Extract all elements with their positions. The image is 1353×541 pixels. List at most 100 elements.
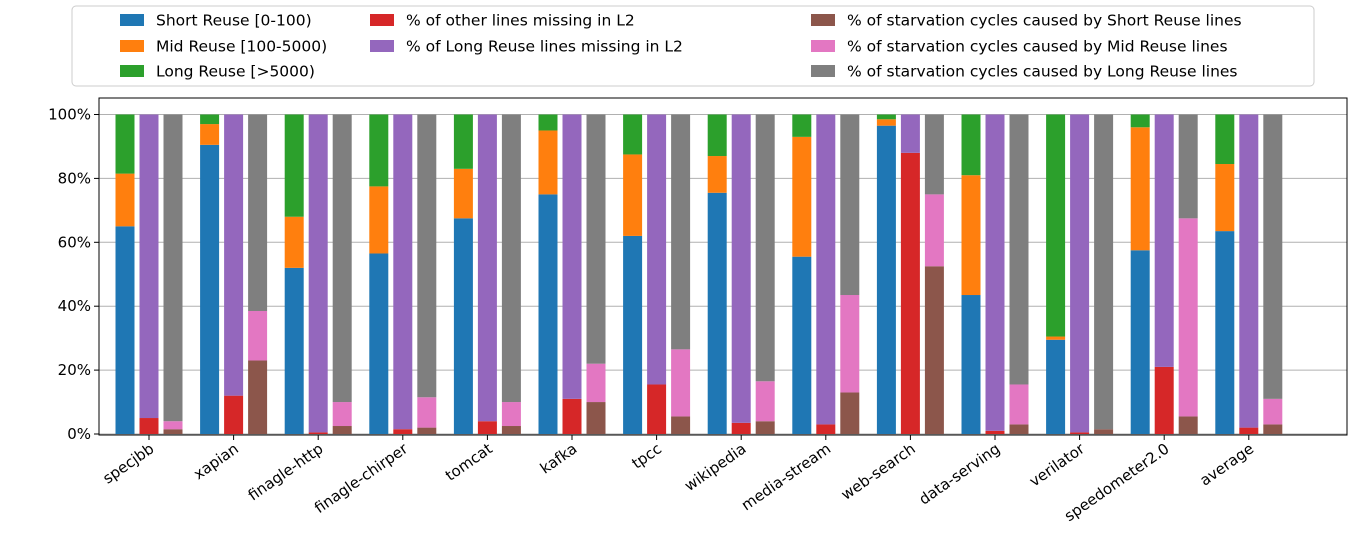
bar-xapian-of-starvation-cycles-caused-by-long-reuse-lines bbox=[248, 114, 268, 311]
legend-swatch-of-other-lines-missing-in-l2 bbox=[370, 14, 394, 26]
x-tick-label-xapian: xapian bbox=[190, 440, 242, 484]
bar-media-stream-of-starvation-cycles-caused-by-mid-reuse-lines bbox=[840, 295, 860, 393]
y-tick-label-40: 40% bbox=[58, 297, 91, 315]
legend-label-of-starvation-cycles-caused-by-mid-reuse-lines: % of starvation cycles caused by Mid Reu… bbox=[847, 38, 1228, 56]
bar-xapian-of-starvation-cycles-caused-by-short-reuse-lines bbox=[248, 360, 268, 434]
x-tick-label-tomcat: tomcat bbox=[442, 439, 496, 484]
bar-specjbb-of-other-lines-missing-in-l2 bbox=[139, 418, 159, 434]
bar-speedometer2-0-mid-reuse-100-5000 bbox=[1130, 127, 1150, 251]
bar-group-data-serving bbox=[961, 114, 1029, 434]
bar-verilator-of-starvation-cycles-caused-by-long-reuse-lines bbox=[1094, 114, 1114, 430]
bar-finagle-chirper-mid-reuse-100-5000 bbox=[369, 186, 389, 254]
bar-specjbb-long-reuse-5000 bbox=[115, 114, 135, 174]
legend-item-mid-reuse-100-5000: Mid Reuse [100-5000) bbox=[120, 38, 327, 56]
bar-average-of-starvation-cycles-caused-by-mid-reuse-lines bbox=[1263, 398, 1283, 425]
bar-wikipedia-long-reuse-5000 bbox=[707, 114, 727, 157]
bar-tpcc-of-starvation-cycles-caused-by-mid-reuse-lines bbox=[671, 349, 691, 417]
bar-wikipedia-of-other-lines-missing-in-l2 bbox=[731, 422, 751, 434]
bar-kafka-long-reuse-5000 bbox=[538, 114, 558, 131]
legend-label-of-long-reuse-lines-missing-in-l2: % of Long Reuse lines missing in L2 bbox=[406, 38, 683, 56]
bar-tomcat-short-reuse-0-100 bbox=[453, 218, 473, 434]
bar-media-stream-of-starvation-cycles-caused-by-long-reuse-lines bbox=[840, 114, 860, 296]
bar-speedometer2-0-of-starvation-cycles-caused-by-long-reuse-lines bbox=[1178, 114, 1198, 219]
bar-group-finagle-chirper bbox=[369, 114, 437, 434]
legend-item-long-reuse-5000: Long Reuse [>5000) bbox=[120, 63, 315, 81]
bar-web-search-short-reuse-0-100 bbox=[876, 125, 896, 435]
bar-web-search-long-reuse-5000 bbox=[876, 114, 896, 120]
bar-media-stream-long-reuse-5000 bbox=[792, 114, 812, 137]
legend-swatch-of-long-reuse-lines-missing-in-l2 bbox=[370, 40, 394, 52]
bar-wikipedia-of-long-reuse-lines-missing-in-l2 bbox=[731, 114, 751, 423]
bar-average-mid-reuse-100-5000 bbox=[1215, 164, 1235, 232]
bar-finagle-chirper-of-long-reuse-lines-missing-in-l2 bbox=[393, 114, 413, 430]
legend-label-of-starvation-cycles-caused-by-long-reuse-lines: % of starvation cycles caused by Long Re… bbox=[847, 63, 1238, 81]
bar-average-of-other-lines-missing-in-l2 bbox=[1239, 427, 1259, 434]
bar-kafka-mid-reuse-100-5000 bbox=[538, 130, 558, 195]
bar-tomcat-of-starvation-cycles-caused-by-mid-reuse-lines bbox=[501, 402, 521, 427]
bar-finagle-http-long-reuse-5000 bbox=[284, 114, 304, 217]
bar-specjbb-short-reuse-0-100 bbox=[115, 226, 135, 434]
bar-data-serving-of-starvation-cycles-caused-by-mid-reuse-lines bbox=[1009, 384, 1029, 425]
bar-speedometer2-0-short-reuse-0-100 bbox=[1130, 250, 1150, 434]
bar-average-of-starvation-cycles-caused-by-long-reuse-lines bbox=[1263, 114, 1283, 399]
bar-wikipedia-mid-reuse-100-5000 bbox=[707, 156, 727, 193]
bar-tpcc-long-reuse-5000 bbox=[623, 114, 643, 155]
bar-xapian-mid-reuse-100-5000 bbox=[200, 124, 220, 145]
bar-group-speedometer2-0 bbox=[1130, 114, 1198, 434]
bar-verilator-of-other-lines-missing-in-l2 bbox=[1070, 432, 1090, 434]
bar-finagle-http-mid-reuse-100-5000 bbox=[284, 216, 304, 268]
legend-label-long-reuse-5000: Long Reuse [>5000) bbox=[156, 63, 315, 81]
bar-finagle-http-of-other-lines-missing-in-l2 bbox=[308, 432, 328, 434]
bar-xapian-of-long-reuse-lines-missing-in-l2 bbox=[224, 114, 244, 396]
bar-web-search-of-starvation-cycles-caused-by-short-reuse-lines bbox=[924, 266, 944, 434]
legend-swatch-mid-reuse-100-5000 bbox=[120, 40, 144, 52]
bar-wikipedia-of-starvation-cycles-caused-by-long-reuse-lines bbox=[755, 114, 775, 382]
legend-item-of-starvation-cycles-caused-by-long-reuse-lines: % of starvation cycles caused by Long Re… bbox=[811, 63, 1238, 81]
bar-data-serving-of-starvation-cycles-caused-by-short-reuse-lines bbox=[1009, 424, 1029, 434]
bar-kafka-of-starvation-cycles-caused-by-long-reuse-lines bbox=[586, 114, 606, 364]
bar-tpcc-of-other-lines-missing-in-l2 bbox=[647, 384, 667, 434]
bar-verilator-of-long-reuse-lines-missing-in-l2 bbox=[1070, 114, 1090, 433]
bar-wikipedia-short-reuse-0-100 bbox=[707, 192, 727, 434]
x-tick-label-finagle-http: finagle-http bbox=[245, 440, 327, 505]
y-tick-label-60: 60% bbox=[58, 233, 91, 251]
bar-wikipedia-of-starvation-cycles-caused-by-short-reuse-lines bbox=[755, 421, 775, 434]
bar-group-web-search bbox=[876, 114, 944, 435]
bar-tomcat-mid-reuse-100-5000 bbox=[453, 168, 473, 219]
bar-data-serving-of-other-lines-missing-in-l2 bbox=[985, 430, 1005, 434]
y-tick-label-0: 0% bbox=[67, 425, 91, 443]
bar-speedometer2-0-of-other-lines-missing-in-l2 bbox=[1154, 366, 1174, 434]
legend: Short Reuse [0-100) Mid Reuse [100-5000) L… bbox=[71, 5, 1315, 87]
x-tick-label-finagle-chirper: finagle-chirper bbox=[311, 439, 412, 517]
bar-verilator-long-reuse-5000 bbox=[1046, 114, 1066, 337]
bar-average-long-reuse-5000 bbox=[1215, 114, 1235, 165]
bar-finagle-http-of-starvation-cycles-caused-by-long-reuse-lines bbox=[332, 114, 352, 403]
bar-tomcat-of-other-lines-missing-in-l2 bbox=[477, 421, 497, 434]
bar-tomcat-of-long-reuse-lines-missing-in-l2 bbox=[477, 114, 497, 422]
bar-verilator-of-starvation-cycles-caused-by-short-reuse-lines bbox=[1094, 429, 1114, 434]
bar-finagle-chirper-of-other-lines-missing-in-l2 bbox=[393, 429, 413, 434]
bar-tomcat-of-starvation-cycles-caused-by-short-reuse-lines bbox=[501, 426, 521, 434]
bar-finagle-http-of-starvation-cycles-caused-by-short-reuse-lines bbox=[332, 426, 352, 434]
bar-group-specjbb bbox=[115, 114, 183, 434]
bar-speedometer2-0-of-long-reuse-lines-missing-in-l2 bbox=[1154, 114, 1174, 367]
bar-finagle-http-of-long-reuse-lines-missing-in-l2 bbox=[308, 114, 328, 433]
bar-finagle-chirper-of-starvation-cycles-caused-by-short-reuse-lines bbox=[417, 427, 437, 434]
bar-finagle-chirper-long-reuse-5000 bbox=[369, 114, 389, 187]
bar-group-average bbox=[1215, 114, 1283, 434]
bar-data-serving-of-long-reuse-lines-missing-in-l2 bbox=[985, 114, 1005, 431]
x-tick-label-data-serving: data-serving bbox=[916, 440, 1004, 509]
bar-finagle-chirper-of-starvation-cycles-caused-by-mid-reuse-lines bbox=[417, 397, 437, 428]
bar-specjbb-of-starvation-cycles-caused-by-long-reuse-lines bbox=[163, 114, 183, 422]
bar-data-serving-long-reuse-5000 bbox=[961, 114, 981, 176]
bar-media-stream-mid-reuse-100-5000 bbox=[792, 136, 812, 257]
legend-item-of-long-reuse-lines-missing-in-l2: % of Long Reuse lines missing in L2 bbox=[370, 38, 683, 56]
x-tick-label-wikipedia: wikipedia bbox=[681, 440, 749, 495]
bar-tpcc-of-starvation-cycles-caused-by-short-reuse-lines bbox=[671, 416, 691, 434]
bar-finagle-chirper-of-starvation-cycles-caused-by-long-reuse-lines bbox=[417, 114, 437, 398]
bar-finagle-chirper-short-reuse-0-100 bbox=[369, 253, 389, 434]
x-tick-label-specjbb: specjbb bbox=[99, 440, 157, 488]
bar-kafka-of-long-reuse-lines-missing-in-l2 bbox=[562, 114, 582, 399]
